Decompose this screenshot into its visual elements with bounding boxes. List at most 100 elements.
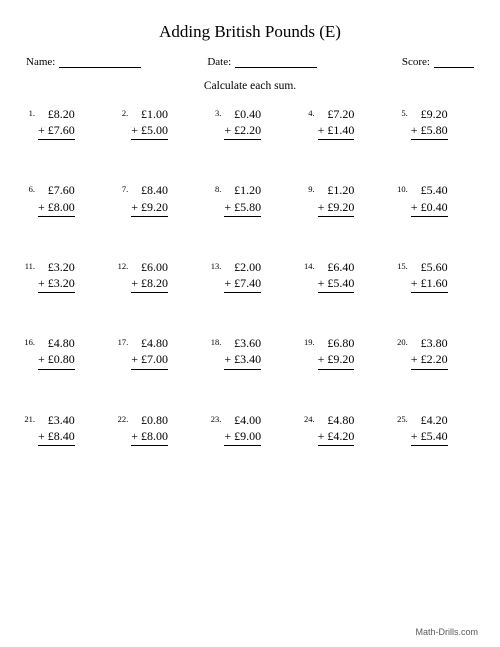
- problem-number: 25.: [397, 412, 411, 424]
- sum-rule: [131, 216, 168, 217]
- addend-top: £6.00: [131, 259, 168, 275]
- problem-body: £2.00+ £7.40: [224, 259, 261, 293]
- addend-bottom: + £7.60: [38, 122, 75, 138]
- addend-bottom: + £0.40: [411, 199, 448, 215]
- score-label: Score:: [402, 56, 430, 68]
- problem-body: £4.80+ £7.00: [131, 335, 168, 369]
- addend-bottom: + £0.80: [38, 351, 75, 367]
- sum-rule: [318, 139, 355, 140]
- addend-top: £1.20: [318, 182, 355, 198]
- addend-top: £8.40: [131, 182, 168, 198]
- problem: 2.£1.00+ £5.00: [117, 106, 196, 140]
- sum-rule: [224, 216, 261, 217]
- addend-bottom: + £8.00: [38, 199, 75, 215]
- score-blank[interactable]: [434, 57, 474, 68]
- worksheet-page: Adding British Pounds (E) Name: Date: Sc…: [0, 0, 500, 647]
- problem-body: £8.40+ £9.20: [131, 182, 168, 216]
- score-field: Score:: [402, 56, 474, 68]
- problem-body: £4.80+ £4.20: [318, 412, 355, 446]
- addend-top: £6.80: [318, 335, 355, 351]
- problem-body: £3.20+ £3.20: [38, 259, 75, 293]
- addend-bottom: + £9.00: [224, 428, 261, 444]
- addend-top: £7.20: [318, 106, 355, 122]
- problem-body: £7.20+ £1.40: [318, 106, 355, 140]
- sum-rule: [38, 369, 75, 370]
- addend-top: £4.00: [224, 412, 261, 428]
- problem-body: £9.20+ £5.80: [411, 106, 448, 140]
- sum-rule: [38, 445, 75, 446]
- sum-rule: [318, 445, 355, 446]
- problem-number: 6.: [24, 182, 38, 194]
- addend-top: £4.80: [131, 335, 168, 351]
- header-row: Name: Date: Score:: [22, 56, 478, 68]
- sum-rule: [411, 216, 448, 217]
- problem-number: 1.: [24, 106, 38, 118]
- addend-top: £3.60: [224, 335, 261, 351]
- problem-body: £4.20+ £5.40: [411, 412, 448, 446]
- problem-number: 24.: [304, 412, 318, 424]
- sum-rule: [411, 292, 448, 293]
- problem-number: 7.: [117, 182, 131, 194]
- problem-body: £6.00+ £8.20: [131, 259, 168, 293]
- problem-number: 11.: [24, 259, 38, 271]
- problem-number: 9.: [304, 182, 318, 194]
- problem-number: 20.: [397, 335, 411, 347]
- sum-rule: [318, 292, 355, 293]
- problem: 5.£9.20+ £5.80: [397, 106, 476, 140]
- problem-number: 23.: [210, 412, 224, 424]
- problem-number: 2.: [117, 106, 131, 118]
- page-title: Adding British Pounds (E): [22, 22, 478, 42]
- problem: 17.£4.80+ £7.00: [117, 335, 196, 369]
- date-label: Date:: [207, 56, 231, 68]
- problem-body: £5.60+ £1.60: [411, 259, 448, 293]
- sum-rule: [411, 445, 448, 446]
- problem-number: 12.: [117, 259, 131, 271]
- addend-top: £7.60: [38, 182, 75, 198]
- sum-rule: [318, 369, 355, 370]
- sum-rule: [38, 139, 75, 140]
- problem-number: 19.: [304, 335, 318, 347]
- addend-bottom: + £7.40: [224, 275, 261, 291]
- sum-rule: [224, 369, 261, 370]
- sum-rule: [131, 445, 168, 446]
- addend-top: £0.80: [131, 412, 168, 428]
- problem: 15.£5.60+ £1.60: [397, 259, 476, 293]
- problem: 25.£4.20+ £5.40: [397, 412, 476, 446]
- problem: 23.£4.00+ £9.00: [210, 412, 289, 446]
- date-blank[interactable]: [235, 57, 317, 68]
- problem-number: 8.: [210, 182, 224, 194]
- addend-top: £4.80: [38, 335, 75, 351]
- addend-bottom: + £3.40: [224, 351, 261, 367]
- addend-bottom: + £3.20: [38, 275, 75, 291]
- addend-bottom: + £9.20: [318, 199, 355, 215]
- problem-body: £4.80+ £0.80: [38, 335, 75, 369]
- problem-number: 18.: [210, 335, 224, 347]
- addend-bottom: + £5.80: [411, 122, 448, 138]
- problem-body: £3.40+ £8.40: [38, 412, 75, 446]
- name-blank[interactable]: [59, 57, 141, 68]
- problem: 4.£7.20+ £1.40: [304, 106, 383, 140]
- problem-body: £6.80+ £9.20: [318, 335, 355, 369]
- addend-top: £1.00: [131, 106, 168, 122]
- sum-rule: [224, 139, 261, 140]
- problem-number: 22.: [117, 412, 131, 424]
- addend-top: £5.60: [411, 259, 448, 275]
- problem-number: 16.: [24, 335, 38, 347]
- addend-top: £1.20: [224, 182, 261, 198]
- problem: 7.£8.40+ £9.20: [117, 182, 196, 216]
- addend-bottom: + £2.20: [224, 122, 261, 138]
- problem: 8.£1.20+ £5.80: [210, 182, 289, 216]
- problem-body: £1.20+ £9.20: [318, 182, 355, 216]
- problem-number: 13.: [210, 259, 224, 271]
- sum-rule: [411, 369, 448, 370]
- addend-top: £6.40: [318, 259, 355, 275]
- problem-body: £3.60+ £3.40: [224, 335, 261, 369]
- addend-bottom: + £5.40: [318, 275, 355, 291]
- addend-bottom: + £1.60: [411, 275, 448, 291]
- addend-bottom: + £8.00: [131, 428, 168, 444]
- problem: 11.£3.20+ £3.20: [24, 259, 103, 293]
- addend-top: £0.40: [224, 106, 261, 122]
- problem-body: £6.40+ £5.40: [318, 259, 355, 293]
- problem-body: £0.80+ £8.00: [131, 412, 168, 446]
- problem: 22.£0.80+ £8.00: [117, 412, 196, 446]
